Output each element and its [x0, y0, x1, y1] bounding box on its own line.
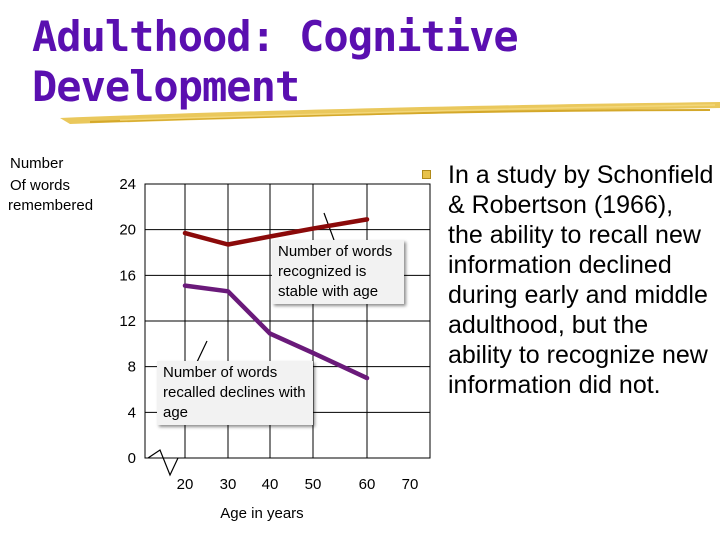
bullet-text: In a study by Schonfield & Robertson (19…: [448, 161, 714, 399]
data-point: [365, 376, 369, 381]
y-tick-label: 12: [119, 313, 136, 330]
x-tick-label: 20: [177, 476, 194, 493]
bullet-panel: In a study by Schonfield & Robertson (19…: [422, 160, 714, 400]
y-tick-label: 8: [128, 359, 136, 376]
recall-recognition-chart: Number Of words remembered 0 4 8 12 16 20 24 2…: [8, 155, 431, 522]
slide-title: Adulthood: Cognitive Development: [32, 12, 519, 112]
y-axis-label-line-2: Of words: [10, 177, 70, 194]
data-point: [268, 234, 272, 239]
y-tick-label: 4: [128, 404, 136, 421]
title-line-1: Adulthood: Cognitive: [32, 12, 519, 61]
title-line-2: Development: [32, 62, 300, 111]
data-point: [311, 226, 315, 231]
callout-recalled: Number of words recalled declines with a…: [157, 361, 313, 425]
data-point: [183, 231, 187, 236]
title-underline-brushstroke: [60, 102, 720, 124]
callout-recognized: Number of words recognized is stable wit…: [272, 240, 404, 304]
data-point: [183, 283, 187, 288]
data-point: [226, 242, 230, 247]
y-tick-label: 24: [119, 176, 136, 193]
recalled-callout-pointer: [196, 340, 208, 363]
y-tick-label: 0: [128, 450, 136, 467]
x-tick-label: 60: [359, 476, 376, 493]
bullet-square-icon: [422, 170, 431, 179]
data-point: [268, 331, 272, 336]
data-point: [311, 350, 315, 355]
y-axis-label-line-3: remembered: [8, 197, 93, 214]
x-tick-label: 70: [402, 476, 419, 493]
x-axis-label: Age in years: [220, 505, 303, 522]
x-tick-label: 30: [220, 476, 237, 493]
x-axis-break-marker: [147, 449, 179, 477]
x-tick-labels: 20 30 40 50 60 70: [177, 476, 419, 493]
data-point: [365, 217, 369, 222]
y-tick-label: 16: [119, 267, 136, 284]
chart-series: [182, 217, 370, 381]
y-axis-label-line-1: Number: [10, 155, 63, 172]
x-tick-label: 40: [262, 476, 279, 493]
x-tick-label: 50: [305, 476, 322, 493]
y-tick-label: 20: [119, 222, 136, 239]
data-point: [226, 289, 230, 294]
y-tick-labels: 0 4 8 12 16 20 24: [119, 176, 136, 467]
